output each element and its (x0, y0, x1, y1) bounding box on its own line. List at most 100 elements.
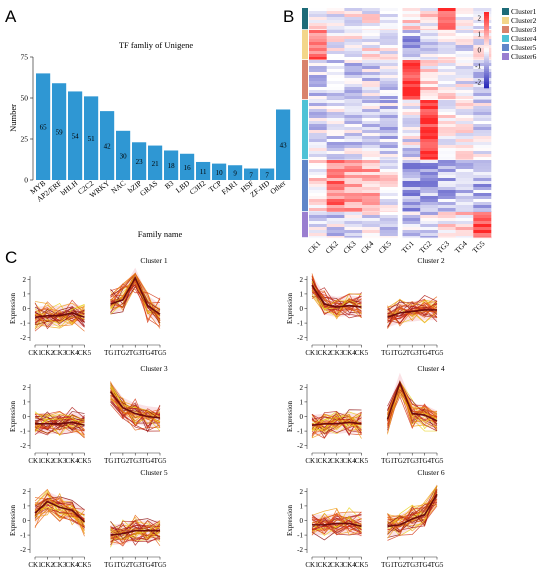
color-scale-step (484, 86, 489, 89)
heatmap-cell (473, 205, 492, 209)
heatmap-cell (344, 115, 363, 119)
bar-chart-ylabel: Number (8, 104, 18, 132)
heatmap-cell (344, 51, 363, 55)
legend-label: Cluster4 (511, 34, 537, 43)
legend-swatch (502, 44, 509, 51)
heatmap-cell (473, 184, 492, 188)
bar-value-label: 43 (280, 142, 288, 150)
heatmap-cell (344, 212, 363, 216)
color-scale-tick: 0 (478, 47, 482, 55)
heatmap-cell (455, 106, 474, 110)
heatmap-cell (379, 26, 398, 30)
heatmap-cell (402, 118, 421, 122)
heatmap-cell (402, 109, 421, 113)
heatmap-cell (379, 30, 398, 34)
cluster-y-tick-label: -1 (20, 532, 26, 540)
heatmap-cell (379, 190, 398, 194)
heatmap-cell (402, 54, 421, 58)
heatmap-cell (362, 57, 381, 61)
heatmap-cell (326, 39, 345, 43)
heatmap-cell (326, 69, 345, 73)
heatmap-cell (344, 17, 363, 21)
heatmap-cell (326, 133, 345, 137)
cluster-mean-line (35, 421, 85, 427)
legend-label: Cluster1 (511, 7, 537, 16)
heatmap-cell (473, 139, 492, 143)
heatmap-cell (362, 51, 381, 55)
heatmap-cell (326, 54, 345, 58)
heatmap-cell (379, 187, 398, 191)
heatmap-cell (362, 121, 381, 125)
bar-value-label: 42 (104, 143, 112, 151)
cluster-x-tick-label: CK2 (41, 457, 55, 465)
cluster-side-bar-segment (302, 212, 308, 238)
heatmap-cell (379, 36, 398, 40)
heatmap-cell (379, 87, 398, 91)
heatmap-cell (309, 106, 327, 110)
heatmap-cell (420, 196, 439, 200)
heatmap-cell (473, 172, 492, 176)
heatmap-cell (344, 130, 363, 134)
heatmap-cell (362, 169, 381, 173)
heatmap-cell (402, 181, 421, 185)
cluster-x-tick-label: CK3 (53, 561, 67, 567)
heatmap-cell (379, 212, 398, 216)
gene-expression-line (387, 498, 438, 528)
heatmap-cell (437, 42, 456, 46)
gene-expression-line (110, 525, 161, 542)
heatmap-cell (309, 127, 327, 131)
heatmap-cell (344, 118, 363, 122)
cluster-y-tick-label: 2 (23, 384, 27, 392)
heatmap-cell (455, 199, 474, 203)
heatmap-cell (420, 17, 439, 21)
heatmap-cell (379, 236, 398, 239)
heatmap-cell (473, 33, 492, 37)
heatmap-cell (379, 63, 398, 67)
heatmap-cell (379, 154, 398, 158)
heatmap-cell (309, 212, 327, 216)
heatmap-cell (379, 106, 398, 110)
cluster-plot-6: Cluster 6 2 1 0 -1 -2 Expression CK1 CK2 CK3 CK4 CK… (286, 468, 445, 567)
heatmap-cell (362, 227, 381, 231)
heatmap-cell (344, 33, 363, 37)
heatmap-cell (402, 202, 421, 206)
bar-bhlh (68, 91, 83, 180)
heatmap-cell (437, 154, 456, 158)
cluster-x-tick-label: CK4 (66, 349, 80, 357)
cluster-y-tick-label: 0 (300, 413, 304, 421)
heatmap-cell (455, 8, 474, 12)
heatmap-cell (309, 39, 327, 43)
heatmap-cell (379, 148, 398, 152)
gene-expression-line (34, 419, 85, 430)
heatmap-cell (379, 227, 398, 231)
cluster-y-tick-label: 2 (23, 488, 27, 496)
heatmap-cell (420, 115, 439, 119)
heatmap-cell (344, 145, 363, 149)
heatmap-cell (402, 84, 421, 88)
gene-expression-line (110, 399, 161, 420)
heatmap-cell (455, 87, 474, 91)
heatmap-cell (344, 72, 363, 76)
heatmap-cell (326, 202, 345, 206)
heatmap-cell (402, 75, 421, 79)
heatmap-cell (437, 48, 456, 52)
heatmap-cell (326, 103, 345, 107)
cluster-x-tick-label: TG5 (154, 561, 167, 567)
heatmap-cell (455, 169, 474, 173)
heatmap-cell (326, 75, 345, 79)
gene-expression-line (311, 521, 362, 530)
heatmap-cell (344, 136, 363, 140)
heatmap-cell (309, 78, 327, 82)
heatmap-cell (420, 215, 439, 219)
heatmap-cell (420, 199, 439, 203)
heatmap-cell (309, 193, 327, 197)
color-scale-step (484, 53, 489, 56)
heatmap-cell (362, 196, 381, 200)
color-scale-step (484, 74, 489, 77)
heatmap-cell (379, 81, 398, 85)
gene-expression-line (34, 411, 85, 437)
color-scale-step (484, 50, 489, 53)
heatmap-cell (344, 36, 363, 40)
heatmap-cell (420, 193, 439, 197)
heatmap-cell (309, 26, 327, 30)
